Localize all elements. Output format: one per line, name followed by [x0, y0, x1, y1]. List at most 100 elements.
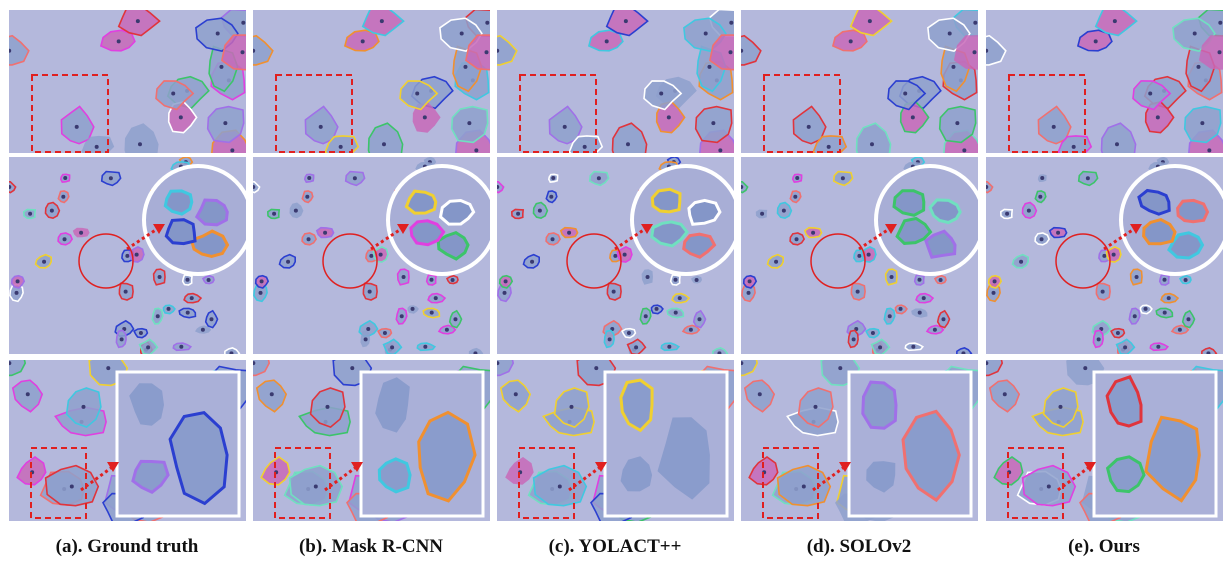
nucleus: [216, 31, 220, 35]
nucleus: [70, 485, 74, 489]
nucleus: [1003, 392, 1007, 396]
nucleus: [674, 278, 678, 282]
nucleus: [558, 485, 562, 489]
nucleus: [402, 275, 406, 279]
nucleus: [28, 212, 32, 216]
zoom-cell: [689, 200, 720, 224]
nucleus: [813, 405, 817, 409]
nucleus: [594, 366, 598, 370]
nucleus: [992, 291, 996, 295]
nucleus: [156, 314, 160, 318]
panel: [0, 349, 260, 524]
nucleus: [890, 275, 894, 279]
nucleus: [941, 317, 945, 321]
caption: (a). Ground truth: [9, 536, 245, 558]
nucleus: [849, 39, 853, 43]
nucleus: [325, 405, 329, 409]
nucleus: [430, 278, 434, 282]
nucleus: [1167, 296, 1171, 300]
nucleus: [368, 290, 372, 294]
nucleus: [838, 366, 842, 370]
panel: [247, 157, 496, 359]
zoom-cell: [1108, 457, 1144, 492]
nucleus: [26, 392, 30, 396]
nucleus: [1207, 148, 1211, 152]
nucleus: [1116, 331, 1120, 335]
nucleus: [1102, 254, 1106, 258]
nucleus: [1086, 176, 1090, 180]
nucleus: [369, 254, 373, 258]
nucleus: [739, 361, 743, 365]
nucleus: [697, 317, 701, 321]
nucleus: [1186, 317, 1190, 321]
panel: [725, 6, 1002, 172]
nucleus: [1112, 253, 1116, 257]
zoom-cell: [166, 220, 195, 244]
nucleus: [646, 275, 650, 279]
nucleus: [124, 290, 128, 294]
nucleus: [973, 21, 977, 25]
nucleus: [689, 328, 693, 332]
nucleus: [364, 337, 368, 341]
nucleus: [747, 291, 751, 295]
zoom-cell: [411, 221, 444, 245]
nucleus: [15, 291, 19, 295]
nucleus: [760, 212, 764, 216]
nucleus: [1040, 176, 1044, 180]
nucleus: [1040, 237, 1044, 241]
caption: (c). YOLACT++: [497, 536, 733, 558]
nucleus: [503, 291, 507, 295]
nucleus: [1115, 142, 1119, 146]
nucleus: [125, 254, 129, 258]
nucleus: [748, 279, 752, 283]
zoom-circle: [876, 166, 984, 274]
nucleus: [918, 311, 922, 315]
nucleus: [179, 345, 183, 349]
nucleus: [383, 331, 387, 335]
nucleus: [793, 195, 797, 199]
nucleus: [563, 125, 567, 129]
nucleus: [323, 231, 327, 235]
nucleus: [567, 231, 571, 235]
nucleus: [729, 50, 733, 54]
nucleus: [63, 237, 67, 241]
nucleus: [551, 237, 555, 241]
zoom-cell: [1178, 200, 1208, 221]
nucleus: [63, 176, 67, 180]
nucleus: [911, 115, 915, 119]
nucleus: [729, 21, 733, 25]
nucleus: [451, 278, 455, 282]
nucleus: [259, 291, 263, 295]
nucleus: [857, 254, 861, 258]
nucleus: [1133, 314, 1137, 318]
nucleus: [674, 311, 678, 315]
nucleus: [899, 307, 903, 311]
nucleus: [495, 361, 499, 365]
nucleus: [655, 307, 659, 311]
zoom-cell: [863, 382, 896, 428]
nucleus: [307, 176, 311, 180]
nucleus: [186, 278, 190, 282]
nucleus: [272, 212, 276, 216]
nucleus: [1123, 345, 1127, 349]
nucleus: [117, 39, 121, 43]
nucleus: [626, 142, 630, 146]
nucleus: [305, 195, 309, 199]
nucleus: [382, 142, 386, 146]
nucleus: [485, 21, 489, 25]
panel: [480, 349, 748, 524]
nucleus: [106, 366, 110, 370]
nucleus: [867, 253, 871, 257]
nucleus: [1196, 65, 1200, 69]
caption: (e). Ours: [986, 536, 1222, 558]
nucleus: [260, 279, 264, 283]
nucleus: [1163, 278, 1167, 282]
nucleus: [583, 145, 587, 149]
nucleus: [1038, 195, 1042, 199]
nucleus: [993, 279, 997, 283]
nucleus: [1148, 91, 1152, 95]
nucleus: [314, 485, 318, 489]
nucleus: [1178, 328, 1182, 332]
nucleus: [984, 49, 988, 53]
nucleus: [807, 125, 811, 129]
